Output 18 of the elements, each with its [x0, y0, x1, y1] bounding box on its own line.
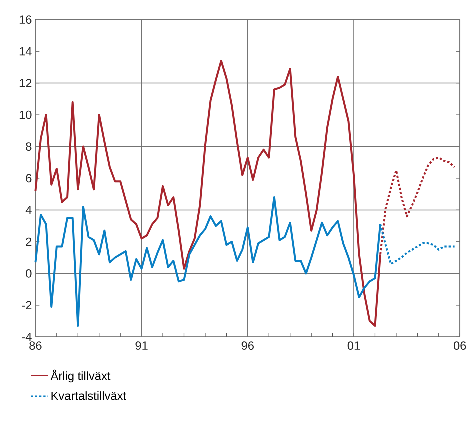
x-tick-label: 01 — [348, 341, 360, 350]
y-tick-label: 6 — [26, 174, 32, 182]
y-tick-label: 16 — [20, 15, 32, 24]
y-tick-label: 14 — [20, 47, 32, 56]
y-tick-label: 10 — [20, 110, 32, 120]
y-tick-label: 8 — [26, 142, 32, 151]
x-tick-label: 06 — [454, 341, 466, 350]
y-tick-label: 0 — [26, 269, 32, 278]
y-tick-label: -4 — [22, 332, 32, 342]
legend-label: Årlig tillväxt — [50, 370, 111, 382]
legend-label: Kvartalstillväxt — [52, 391, 126, 400]
y-tick-label: -2 — [22, 301, 32, 310]
x-tick-label: 96 — [242, 341, 254, 350]
y-tick-label: 2 — [26, 238, 32, 246]
x-tick-label: 86 — [30, 341, 42, 350]
y-tick-label: 4 — [26, 206, 32, 214]
y-tick-label: 12 — [20, 78, 32, 88]
x-tick-label: 91 — [136, 341, 148, 350]
